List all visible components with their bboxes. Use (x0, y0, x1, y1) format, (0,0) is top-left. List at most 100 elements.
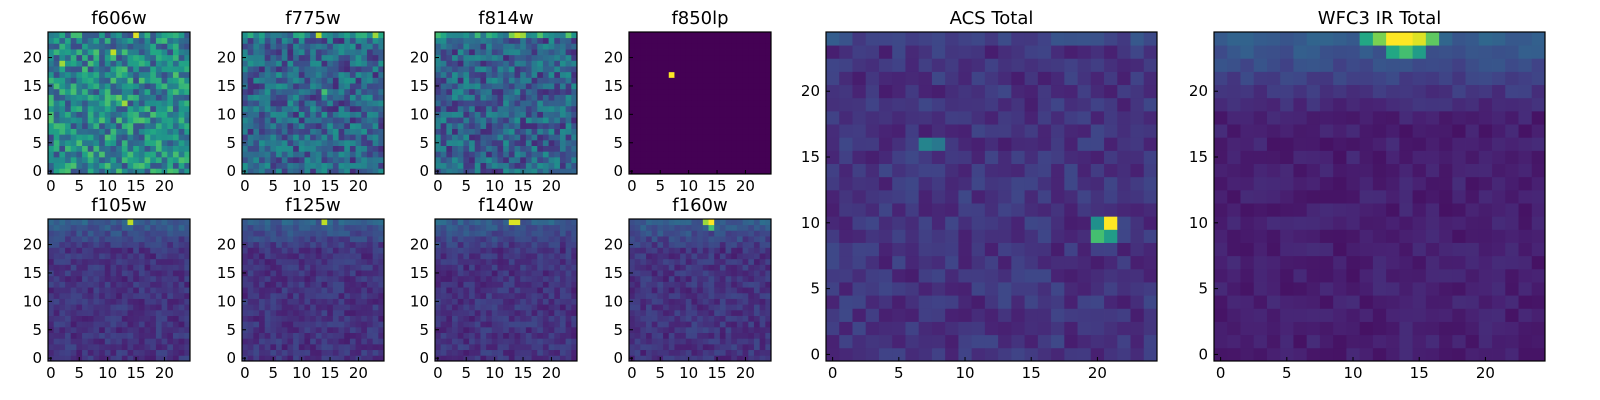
heatmap-cell (714, 156, 721, 164)
heatmap-cell (559, 224, 567, 231)
heatmap-cell (155, 111, 162, 118)
heatmap-cell (657, 105, 664, 112)
heatmap-cell (674, 43, 681, 50)
heatmap-cell (259, 315, 266, 322)
heatmap-cell (287, 156, 294, 164)
heatmap-cell (355, 309, 362, 316)
heatmap-cells (629, 219, 772, 362)
heatmap-cell (491, 71, 498, 78)
heatmap-cell (452, 332, 459, 339)
heatmap-cell (155, 145, 162, 152)
heatmap-cell (133, 105, 140, 112)
heatmap-cell (691, 77, 698, 84)
heatmap-cell (87, 309, 94, 316)
heatmap-cell (646, 37, 653, 44)
heatmap-cell (281, 349, 288, 356)
heatmap-cell (304, 162, 311, 169)
heatmap-cell (714, 100, 721, 107)
heatmap-cell (759, 94, 766, 101)
heatmap-cell (463, 343, 470, 351)
heatmap-cell (742, 264, 749, 271)
heatmap-cell (629, 304, 636, 311)
heatmap-cell (104, 151, 111, 158)
heatmap-cell (491, 151, 498, 158)
heatmap-cell (736, 275, 743, 282)
heatmap-cell (435, 71, 442, 78)
heatmap-cell (531, 309, 538, 316)
heatmap-cell (685, 156, 692, 164)
heatmap-cell (178, 349, 185, 356)
heatmap-cell (270, 281, 277, 288)
heatmap-cell (548, 315, 555, 322)
heatmap-cell (657, 71, 664, 78)
heatmap-cell (99, 304, 106, 311)
heatmap-cell (714, 145, 721, 152)
heatmap-cell (514, 304, 521, 311)
heatmap-cell (531, 88, 538, 95)
heatmap-cell (287, 258, 294, 265)
heatmap-cell (59, 43, 66, 50)
heatmap-cell (708, 49, 715, 56)
heatmap-cell (116, 156, 123, 164)
heatmap-cell (651, 60, 658, 67)
heatmap-cell (110, 60, 117, 67)
heatmap-cell (178, 281, 185, 288)
heatmap-cell (327, 43, 334, 50)
heatmap-cell (93, 236, 100, 243)
heatmap-cell (736, 309, 743, 316)
heatmap-cell (559, 139, 567, 146)
heatmap-cell (178, 100, 185, 107)
heatmap-cell (70, 111, 77, 118)
heatmap-cell (59, 241, 66, 248)
heatmap-cell (293, 219, 300, 226)
heatmap-cell (525, 258, 532, 265)
heatmap-cell (99, 258, 106, 265)
heatmap-cell (298, 230, 305, 237)
heatmap-cell (99, 66, 106, 73)
heatmap-cell (59, 66, 66, 73)
heatmap-cell (474, 247, 481, 254)
heatmap-cell (48, 332, 55, 339)
heatmap-cell (59, 304, 66, 311)
heatmap-cell (287, 37, 294, 44)
heatmap-cell (514, 332, 521, 339)
heatmap-cell (327, 77, 334, 84)
heatmap-cell (59, 134, 66, 141)
heatmap-cell (759, 349, 766, 356)
heatmap-cell (59, 168, 66, 175)
heatmap-cell (53, 88, 60, 95)
heatmap-cell (514, 236, 521, 243)
heatmap-cell (281, 287, 288, 294)
heatmap-cell (270, 71, 277, 78)
heatmap-cell (759, 100, 766, 107)
heatmap-cell (76, 139, 83, 146)
heatmap-cell (304, 343, 311, 351)
heatmap-cell (554, 100, 561, 107)
heatmap-cell (640, 43, 647, 50)
heatmap-cell (520, 128, 527, 135)
heatmap-cell (93, 338, 100, 345)
heatmap-cell (435, 100, 442, 107)
heatmap-cell (497, 134, 504, 141)
heatmap-cell (344, 54, 351, 61)
heatmap-cell (503, 49, 510, 56)
heatmap-cell (287, 83, 294, 90)
heatmap-cell (629, 128, 636, 135)
heatmap-cell (742, 77, 749, 84)
heatmap-cell (76, 162, 83, 169)
heatmap-cell (253, 151, 260, 158)
heatmap-cell (697, 326, 704, 333)
heatmap-cell (281, 100, 288, 107)
heatmap-cell (150, 258, 157, 265)
heatmap-cell (48, 71, 55, 78)
heatmap-cell (104, 264, 111, 271)
heatmap-cell (680, 338, 687, 345)
heatmap-cell (708, 54, 715, 61)
heatmap-cell (520, 43, 527, 50)
heatmap-cell (685, 264, 692, 271)
heatmap-cell (70, 54, 77, 61)
heatmap-cell (327, 343, 334, 351)
heatmap-cell (355, 332, 362, 339)
heatmap-cell (514, 122, 521, 129)
heatmap-cell (338, 355, 345, 362)
